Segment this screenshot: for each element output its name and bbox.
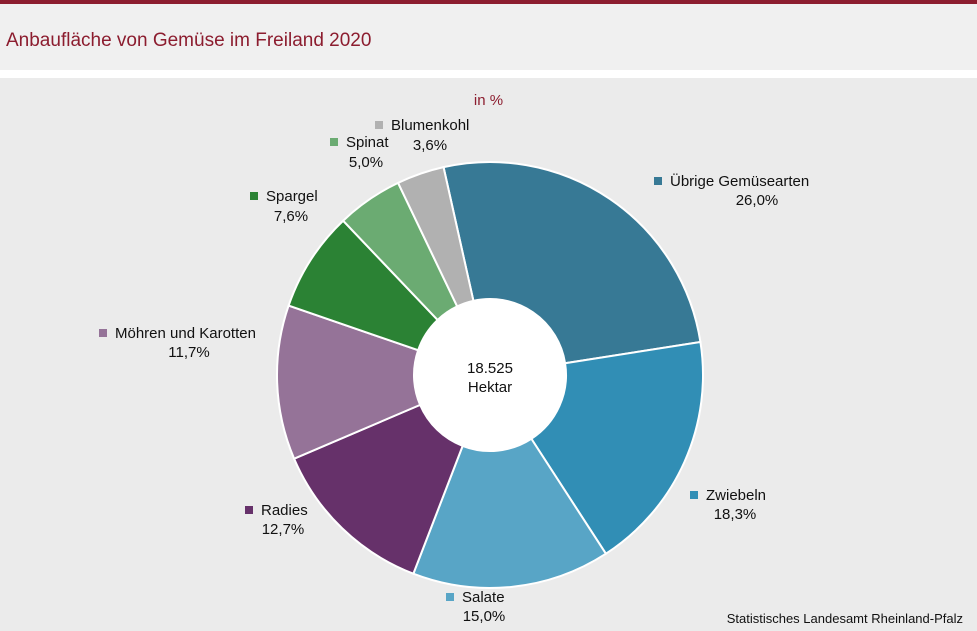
legend-swatch-1 <box>690 491 698 499</box>
center-total-unit: Hektar <box>468 379 512 396</box>
slice-value-label-6: 5,0% <box>349 154 383 171</box>
slice-value-label-2: 15,0% <box>463 608 506 625</box>
labels-group: Übrige Gemüsearten 26,0% Zwiebeln 18,3% Sala… <box>99 117 809 625</box>
legend-swatch-7 <box>375 121 383 129</box>
donut-hole <box>414 299 566 451</box>
slice-value-label-5: 7,6% <box>274 208 308 225</box>
slice-value-label-4: 11,7% <box>168 344 209 361</box>
slice-name-label-0: Übrige Gemüsearten <box>670 172 809 190</box>
legend-swatch-6 <box>330 138 338 146</box>
chart-title: Anbaufläche von Gemüse im Freiland 2020 <box>6 30 372 51</box>
slices-group <box>276 161 704 589</box>
slice-name-label-7: Blumenkohl <box>391 117 469 134</box>
slice-value-label-0: 26,0% <box>736 192 779 209</box>
legend-swatch-2 <box>446 593 454 601</box>
slice-name-label-2: Salate <box>462 589 505 606</box>
top-accent-rule <box>0 0 977 4</box>
divider <box>0 70 977 78</box>
unit-label: in % <box>473 92 504 109</box>
slice-value-label-1: 18,3% <box>714 506 757 523</box>
slice-name-label-3: Radies <box>261 502 308 519</box>
legend-swatch-4 <box>99 329 107 337</box>
source-credit: Statistisches Landesamt Rheinland-Pfalz <box>726 611 963 626</box>
header: Anbaufläche von Gemüse im Freiland 2020 <box>0 4 977 70</box>
slice-value-label-3: 12,7% <box>262 521 305 538</box>
center-total-value: 18.525 <box>467 360 513 377</box>
slice-name-label-5: Spargel <box>266 188 318 205</box>
slice-name-label-1: Zwiebeln <box>706 487 766 504</box>
slice-value-label-7: 3,6% <box>413 137 447 154</box>
slice-name-label-4: Möhren und Karotten <box>115 325 256 342</box>
legend-swatch-3 <box>245 506 253 514</box>
slice-name-label-6: Spinat <box>346 134 389 151</box>
legend-swatch-5 <box>250 192 258 200</box>
legend-swatch-0 <box>654 177 662 185</box>
